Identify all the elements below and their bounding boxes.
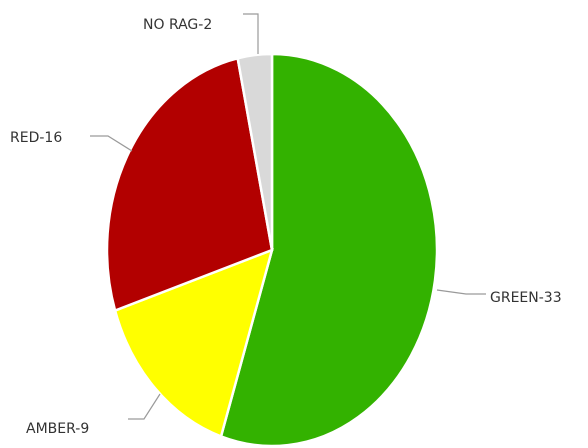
pie-slice-red — [105, 56, 274, 313]
slice-labels: GREEN-33 AMBER-9 RED-16 NO RAG-2 — [10, 17, 562, 437]
slice-label-red: RED-16 — [10, 130, 62, 146]
pie-slices — [105, 52, 439, 448]
slice-label-amber: AMBER-9 — [26, 421, 89, 437]
leader-line-amber — [128, 393, 161, 420]
leader-line-no-rag — [243, 13, 259, 54]
leader-lines — [90, 13, 486, 420]
pie-slice-green — [219, 52, 439, 448]
leader-line-green — [436, 289, 486, 295]
slice-label-green: GREEN-33 — [490, 290, 562, 306]
slice-label-no-rag: NO RAG-2 — [143, 17, 212, 33]
pie-slice-no-rag — [236, 52, 274, 251]
leader-line-red — [90, 135, 133, 152]
